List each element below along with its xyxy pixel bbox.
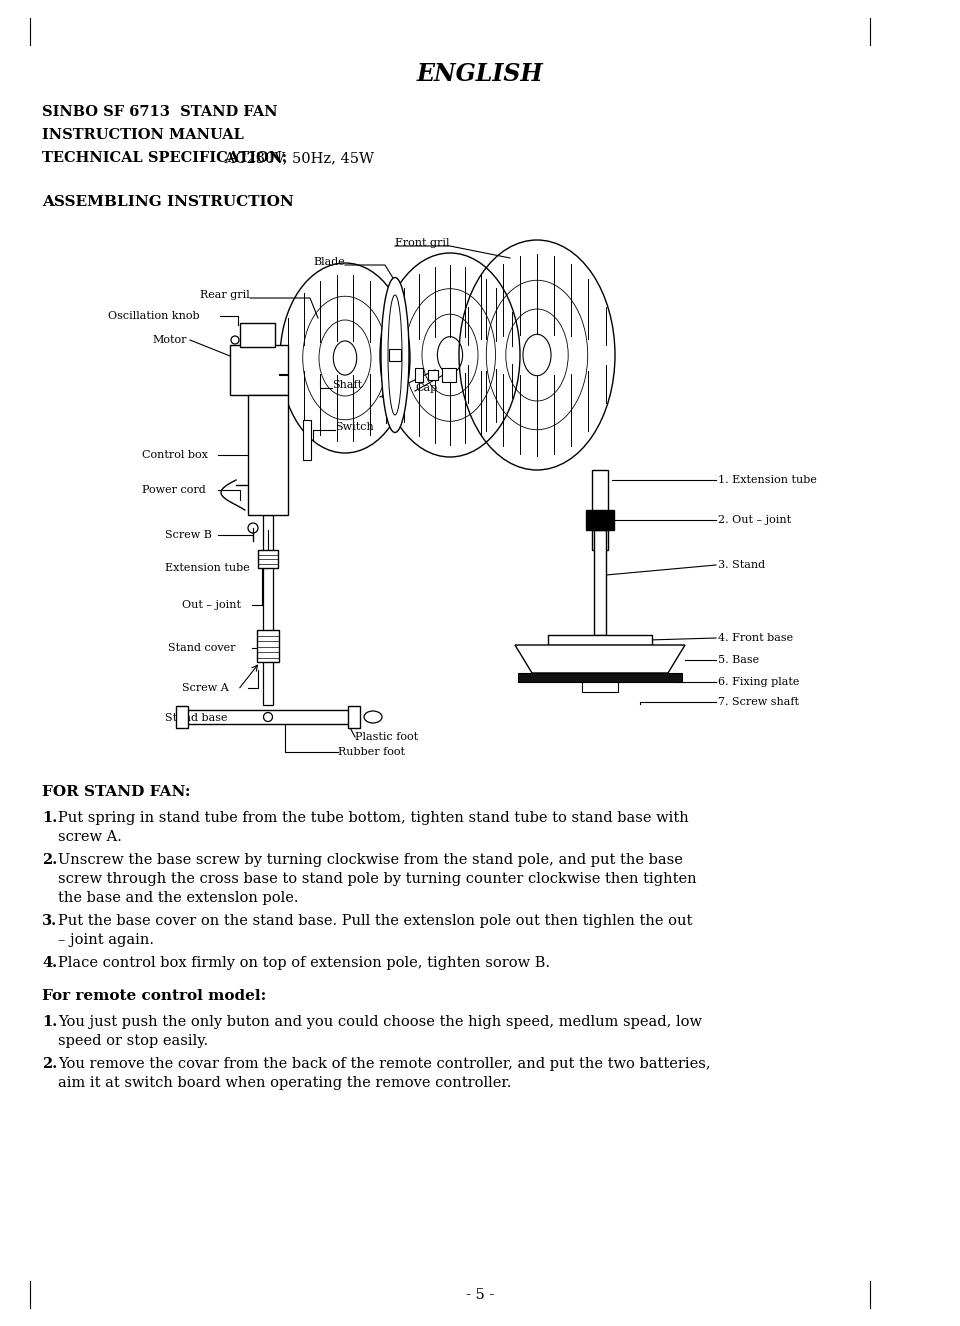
Text: Shaft: Shaft	[332, 381, 362, 390]
Text: Put spring in stand tube from the tube bottom, tighten stand tube to stand base : Put spring in stand tube from the tube b…	[58, 812, 688, 825]
Text: You remove the covar from the back of the remote controller, and put the two bat: You remove the covar from the back of th…	[58, 1057, 710, 1071]
Bar	[548, 635, 652, 644]
Text: AC230V, 50Hz, 45W: AC230V, 50Hz, 45W	[220, 151, 374, 164]
Text: FOR STAND FAN:: FOR STAND FAN:	[42, 785, 190, 800]
Text: 3.: 3.	[42, 914, 58, 928]
Text: speed or stop easily.: speed or stop easily.	[58, 1034, 208, 1048]
Bar	[415, 369, 423, 382]
Text: SINBO SF 6713  STAND FAN: SINBO SF 6713 STAND FAN	[42, 105, 277, 119]
Text: Blade: Blade	[313, 257, 345, 267]
Text: Extension tube: Extension tube	[165, 564, 250, 573]
Text: ASSEMBLING INSTRUCTION: ASSEMBLING INSTRUCTION	[42, 195, 294, 210]
Text: – joint again.: – joint again.	[58, 934, 154, 947]
Bar	[389, 349, 401, 361]
Text: Rear gril: Rear gril	[200, 290, 250, 300]
Bar	[428, 370, 438, 381]
Text: 1.: 1.	[42, 1014, 58, 1029]
Bar	[348, 705, 360, 728]
Text: 1.: 1.	[42, 812, 58, 825]
Text: You just push the only buton and you could choose the high speed, medlum spead, : You just push the only buton and you cou…	[58, 1014, 702, 1029]
Text: Power cord: Power cord	[142, 485, 205, 495]
Text: 4. Front base: 4. Front base	[718, 633, 793, 643]
Bar	[442, 369, 456, 382]
Bar	[592, 469, 608, 550]
Text: 2.: 2.	[42, 1057, 58, 1071]
Text: Cap: Cap	[415, 383, 437, 392]
Bar	[258, 550, 278, 568]
Text: 3. Stand: 3. Stand	[718, 560, 765, 570]
Text: Out – joint: Out – joint	[182, 599, 241, 610]
Text: Put the base cover on the stand base. Pull the extenslon pole out then tighlen t: Put the base cover on the stand base. Pu…	[58, 914, 692, 928]
Text: Stand cover: Stand cover	[168, 643, 235, 652]
Text: 2.: 2.	[42, 853, 58, 867]
Text: - 5 -: - 5 -	[466, 1288, 494, 1302]
Polygon shape	[515, 644, 685, 674]
Bar	[181, 709, 356, 724]
Bar	[594, 530, 606, 635]
Text: screw through the cross base to stand pole by turning counter clockwise then tig: screw through the cross base to stand po…	[58, 873, 697, 886]
Text: Rubber foot: Rubber foot	[338, 747, 405, 757]
Text: Control box: Control box	[142, 450, 208, 460]
Text: 2. Out – joint: 2. Out – joint	[718, 514, 791, 525]
Text: the base and the extenslon pole.: the base and the extenslon pole.	[58, 891, 299, 906]
Text: aim it at switch board when operating the remove controller.: aim it at switch board when operating th…	[58, 1075, 512, 1090]
Text: Plastic foot: Plastic foot	[355, 732, 419, 743]
Text: Nut: Nut	[380, 390, 401, 400]
Bar	[248, 395, 288, 514]
Text: Stand base: Stand base	[165, 713, 228, 723]
Text: For remote control model:: For remote control model:	[42, 989, 266, 1002]
Bar	[582, 682, 618, 692]
Ellipse shape	[381, 277, 409, 432]
Text: Oscillation knob: Oscillation knob	[108, 312, 200, 321]
Text: 6. Fixing plate: 6. Fixing plate	[718, 678, 800, 687]
Bar	[303, 420, 311, 460]
Text: 7. Screw shaft: 7. Screw shaft	[718, 697, 799, 707]
Text: Screw B: Screw B	[165, 530, 212, 540]
Bar	[518, 674, 682, 682]
Text: 1. Extension tube: 1. Extension tube	[718, 475, 817, 485]
Text: 4.: 4.	[42, 956, 58, 971]
Text: Switch: Switch	[335, 422, 373, 432]
Ellipse shape	[231, 335, 239, 343]
Bar	[257, 630, 279, 662]
Text: INSTRUCTION MANUAL: INSTRUCTION MANUAL	[42, 129, 244, 142]
Bar	[263, 514, 273, 705]
Text: Screw A: Screw A	[182, 683, 228, 693]
Bar	[240, 324, 275, 347]
Text: Motor: Motor	[152, 335, 186, 345]
Bar	[586, 511, 614, 530]
Text: screw A.: screw A.	[58, 830, 122, 845]
Text: Place control box firmly on top of extension pole, tighten sorow B.: Place control box firmly on top of exten…	[58, 956, 550, 971]
Text: 5. Base: 5. Base	[718, 655, 759, 666]
Bar	[230, 345, 288, 395]
Bar	[176, 705, 188, 728]
Text: TECHNICAL SPECIFICATION:: TECHNICAL SPECIFICATION:	[42, 151, 287, 164]
Text: ENGLISH: ENGLISH	[417, 62, 543, 86]
Text: Front gril: Front gril	[395, 237, 449, 248]
Text: Unscrew the base screw by turning clockwise from the stand pole, and put the bas: Unscrew the base screw by turning clockw…	[58, 853, 683, 867]
